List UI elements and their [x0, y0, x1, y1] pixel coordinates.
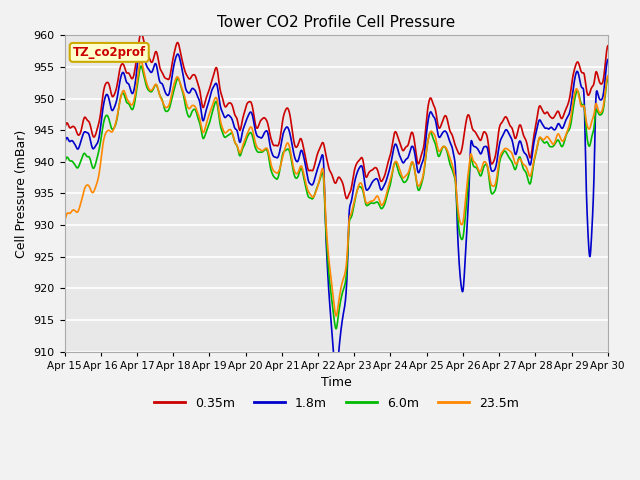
Text: TZ_co2prof: TZ_co2prof	[73, 46, 146, 59]
Y-axis label: Cell Pressure (mBar): Cell Pressure (mBar)	[15, 129, 28, 258]
Title: Tower CO2 Profile Cell Pressure: Tower CO2 Profile Cell Pressure	[217, 15, 455, 30]
X-axis label: Time: Time	[321, 376, 351, 389]
Legend: 0.35m, 1.8m, 6.0m, 23.5m: 0.35m, 1.8m, 6.0m, 23.5m	[148, 392, 524, 415]
